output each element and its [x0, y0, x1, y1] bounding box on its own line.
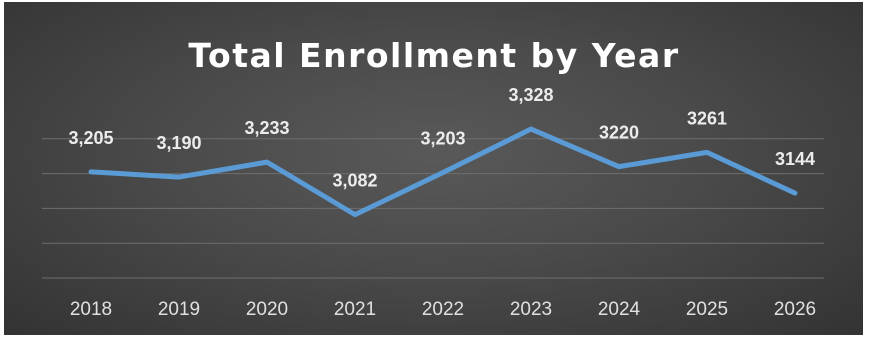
data-label: 3,082	[332, 171, 377, 191]
x-tick-label: 2020	[246, 299, 288, 320]
gridlines	[42, 138, 824, 279]
data-label: 3,233	[244, 118, 289, 138]
x-tick-label: 2026	[774, 299, 816, 320]
series-line-group	[88, 126, 798, 218]
data-labels: 3,205 3,190 3,233 3,082 3,203 3,328 3220 3261 31…	[68, 85, 815, 191]
chart-area: Total Enrollment by Year 3,205 3,190 3,233…	[4, 2, 863, 335]
data-label: 3,203	[420, 129, 465, 149]
data-label: 3,205	[68, 128, 113, 148]
x-tick-label: 2021	[334, 299, 376, 320]
data-label: 3261	[687, 108, 727, 128]
x-tick-label: 2018	[70, 299, 112, 320]
data-label: 3144	[775, 149, 815, 169]
line-chart: Total Enrollment by Year 3,205 3,190 3,233…	[42, 36, 824, 320]
x-tick-label: 2019	[158, 299, 200, 320]
x-tick-label: 2024	[598, 299, 641, 320]
series-line	[88, 126, 798, 218]
x-tick-label: 2025	[686, 299, 728, 320]
data-label: 3,328	[508, 85, 553, 105]
data-label: 3220	[599, 123, 639, 143]
x-axis-tick-labels: 2018 2019 2020 2021 2022 2023 2024 2025 2026	[70, 299, 816, 320]
x-tick-label: 2022	[422, 299, 464, 320]
chart-title: Total Enrollment by Year	[188, 36, 679, 75]
x-tick-label: 2023	[510, 299, 552, 320]
data-label: 3,190	[156, 133, 201, 153]
